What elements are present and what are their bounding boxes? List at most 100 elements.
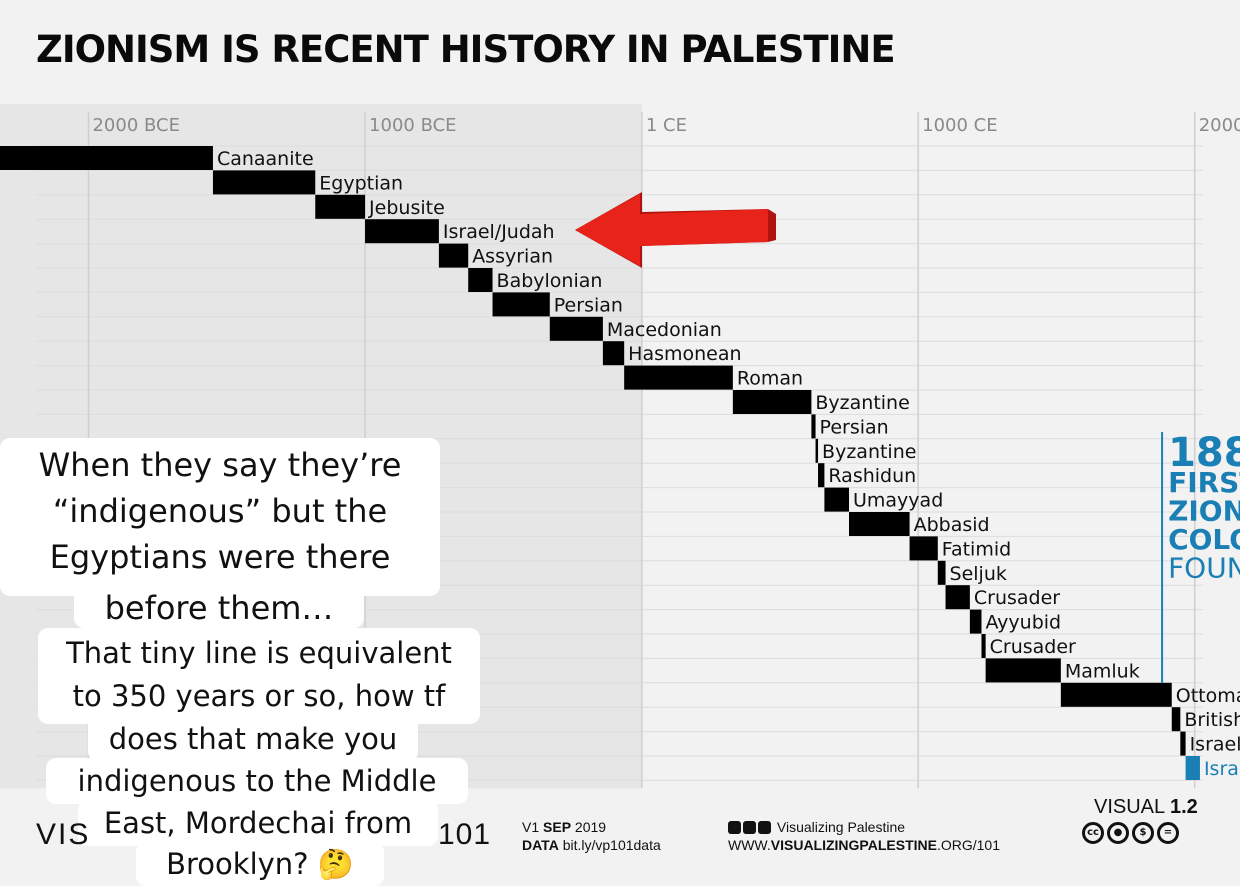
period-label: Israel/Judah bbox=[443, 221, 555, 243]
url-prefix: WWW. bbox=[728, 837, 771, 853]
period-bar bbox=[732, 390, 812, 414]
period-bar bbox=[315, 194, 366, 219]
period-label: Rashidun bbox=[828, 465, 916, 487]
footer-brand-right: 101 bbox=[438, 818, 492, 851]
footer-version: V1 SEP 2019 DATA bit.ly/vp101data bbox=[522, 818, 661, 854]
url-bold: VISUALIZINGPALESTINE bbox=[770, 837, 937, 853]
tick-label: 2000 CE bbox=[1199, 115, 1240, 136]
footer-brand-left: VIS bbox=[36, 818, 91, 851]
caption-top-line: before them… bbox=[104, 589, 334, 627]
period-bar bbox=[492, 292, 550, 317]
period-bar bbox=[1180, 731, 1186, 756]
period-bar bbox=[937, 560, 946, 585]
caption-top: When they say they’re “indigenous” but t… bbox=[0, 438, 440, 596]
period-bar bbox=[365, 219, 439, 244]
red-arrow-icon bbox=[575, 192, 776, 268]
caption-bottom-mid: does that make you bbox=[88, 716, 418, 762]
period-bar bbox=[811, 414, 816, 439]
period-label: Ottoman bbox=[1176, 685, 1240, 707]
period-label: Israeli/Jordanian bbox=[1190, 734, 1240, 756]
period-label: Abbasid bbox=[914, 514, 990, 536]
caption-bottom-line: to 350 years or so, how tf bbox=[72, 679, 446, 713]
version-year: 2019 bbox=[574, 819, 607, 835]
period-label: Byzantine bbox=[815, 392, 909, 414]
period-bar bbox=[818, 463, 825, 488]
data-label: DATA bbox=[522, 837, 559, 853]
period-bar bbox=[438, 243, 469, 268]
caption-top-line: “indigenous” but the bbox=[52, 492, 388, 530]
nc-icon: $ bbox=[1132, 822, 1154, 844]
period-bar bbox=[602, 341, 625, 366]
instagram-icon[interactable] bbox=[728, 821, 741, 834]
version-label: V1 bbox=[522, 819, 540, 835]
site-url[interactable]: WWW.VISUALIZINGPALESTINE.ORG/101 bbox=[728, 836, 1000, 854]
period-label: Seljuk bbox=[950, 563, 1007, 585]
visual-version: 1.2 bbox=[1169, 796, 1198, 818]
period-label: Jebusite bbox=[368, 197, 445, 219]
period-bar bbox=[0, 146, 213, 170]
period-bar bbox=[849, 512, 910, 536]
facebook-icon[interactable] bbox=[758, 821, 771, 834]
period-bar bbox=[985, 658, 1061, 683]
twitter-icon[interactable] bbox=[743, 821, 756, 834]
period-label: Persian bbox=[820, 416, 889, 438]
period-label: Assyrian bbox=[472, 246, 553, 268]
period-bar bbox=[824, 487, 850, 512]
license-icons: cc ● $ = bbox=[1082, 822, 1182, 844]
period-label: Canaanite bbox=[217, 148, 314, 170]
nd-icon: = bbox=[1157, 822, 1179, 844]
period-label: Macedonian bbox=[607, 319, 722, 341]
visual-label: VISUAL bbox=[1094, 796, 1165, 818]
period-bar bbox=[945, 585, 970, 610]
cc-icon: cc bbox=[1082, 822, 1104, 844]
caption-bottom-line: Brooklyn? 🤔 bbox=[166, 847, 354, 881]
tick-label: 2000 BCE bbox=[92, 115, 180, 136]
period-label: Ayyubid bbox=[985, 612, 1061, 634]
url-suffix: .ORG/101 bbox=[936, 837, 1000, 853]
period-label: Roman bbox=[737, 368, 803, 390]
period-label: Mamluk bbox=[1065, 660, 1140, 682]
period-bar bbox=[815, 438, 819, 463]
period-bar bbox=[549, 316, 603, 341]
period-label: Fatimid bbox=[942, 538, 1011, 560]
period-bar bbox=[624, 365, 733, 390]
caption-bottom-line: indigenous to the Middle bbox=[77, 764, 437, 798]
annotation-year: 1882 bbox=[1168, 430, 1240, 476]
caption-bottom-low: indigenous to the Middle bbox=[46, 758, 468, 804]
social-handle: Visualizing Palestine bbox=[776, 819, 906, 835]
annotation-text: ZIONIST bbox=[1168, 495, 1240, 528]
period-bar bbox=[212, 170, 316, 195]
period-label: British bbox=[1184, 709, 1240, 731]
data-link[interactable]: bit.ly/vp101data bbox=[562, 837, 661, 853]
period-bar bbox=[969, 609, 982, 634]
by-icon: ● bbox=[1107, 822, 1129, 844]
version-month: SEP bbox=[543, 819, 572, 835]
annotation-text: COLONY bbox=[1168, 523, 1240, 556]
caption-top-line: When they say they’re bbox=[38, 446, 402, 484]
page-title: ZIONISM IS RECENT HISTORY IN PALESTINE bbox=[36, 28, 896, 71]
footer-social: Visualizing Palestine WWW.VISUALIZINGPAL… bbox=[728, 818, 1000, 854]
period-bar bbox=[1060, 682, 1172, 707]
tick-label: 1000 BCE bbox=[369, 115, 457, 136]
caption-bottom-last: Brooklyn? 🤔 bbox=[136, 842, 384, 886]
period-bar bbox=[1171, 707, 1181, 732]
period-label: Byzantine bbox=[822, 441, 916, 463]
period-bar bbox=[468, 268, 493, 292]
caption-bottom-end: East, Mordechai from bbox=[78, 800, 438, 846]
footer-visual-version: VISUAL 1.2 bbox=[1094, 796, 1198, 819]
period-label: Crusader bbox=[974, 587, 1060, 609]
tick-label: 1 CE bbox=[646, 115, 687, 136]
period-label: Crusader bbox=[990, 636, 1076, 658]
period-bar bbox=[1185, 756, 1200, 780]
period-bar bbox=[981, 634, 986, 658]
annotation-text: FOUNDED bbox=[1168, 552, 1240, 585]
caption-bottom-line: does that make you bbox=[108, 722, 398, 756]
period-label: Israeli bbox=[1204, 758, 1240, 780]
period-label: Egyptian bbox=[319, 172, 403, 194]
period-label: Babylonian bbox=[497, 270, 603, 292]
period-label: Umayyad bbox=[853, 490, 943, 512]
caption-bottom-line: That tiny line is equivalent bbox=[66, 636, 452, 670]
annotation-text: FIRST bbox=[1168, 466, 1240, 499]
caption-top-tail: before them… bbox=[74, 588, 364, 628]
period-label: Hasmonean bbox=[628, 343, 741, 365]
